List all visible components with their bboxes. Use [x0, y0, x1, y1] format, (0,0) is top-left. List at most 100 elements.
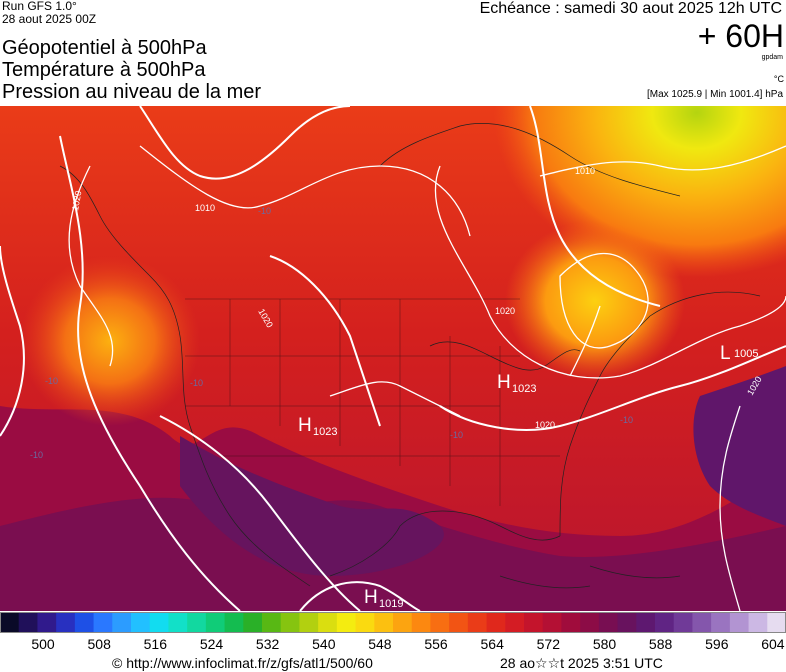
forecast-map: H 1023 H 1023 H 1019 L 1005 1010 1010 10…: [0, 106, 786, 611]
color-scale-swatch: [561, 612, 581, 633]
color-scale-tick-label: 596: [705, 636, 729, 652]
color-scale-swatch: [542, 612, 562, 633]
svg-text:1020: 1020: [535, 420, 555, 430]
coastlines: [59, 123, 761, 589]
forecast-lead-time: + 60H: [697, 18, 784, 54]
color-scale-swatch: [205, 612, 226, 633]
svg-text:-10: -10: [190, 378, 203, 388]
color-scale-swatch: [56, 612, 76, 633]
svg-text:1005: 1005: [734, 348, 758, 360]
color-scale-tick-label: 524: [199, 636, 224, 652]
source-credit: © http://www.infoclimat.fr/z/gfs/atl1/50…: [112, 655, 373, 671]
svg-text:1020: 1020: [70, 190, 83, 211]
color-scale-tick-label: 588: [648, 636, 673, 652]
temperature-field-deep-south: [180, 436, 444, 576]
color-scale-tick-label: 564: [480, 636, 504, 652]
color-scale-swatch: [580, 612, 600, 633]
color-scale-swatch: [187, 612, 207, 633]
color-scale-swatch: [393, 612, 413, 633]
color-scale-swatch: [636, 612, 656, 633]
color-scale-swatch: [224, 612, 244, 633]
svg-text:H: H: [364, 587, 378, 608]
color-scale-swatch: [729, 612, 750, 633]
warm-pool-pacific: [20, 256, 200, 426]
pressure-extremes: [Max 1025.9 | Min 1001.4] hPa: [646, 89, 783, 100]
color-scale-swatch: [374, 612, 394, 633]
svg-text:-10: -10: [620, 415, 633, 425]
color-scale-tick-label: 516: [143, 636, 167, 652]
color-scale-swatch: [767, 612, 786, 633]
color-scale-swatch: [37, 612, 57, 633]
color-scale-swatch: [748, 612, 768, 633]
color-scale-swatch: [355, 612, 375, 633]
color-scale-swatch: [486, 612, 506, 633]
svg-text:1023: 1023: [512, 383, 536, 395]
color-scale-swatch: [280, 612, 300, 633]
color-scale-swatch: [449, 612, 469, 633]
color-scale-swatch: [692, 612, 712, 633]
color-scale-swatch: [243, 612, 263, 633]
color-scale-swatch: [112, 612, 132, 633]
color-scale-tick-label: 532: [255, 636, 280, 652]
color-scale-tick-label: 548: [368, 636, 392, 652]
color-scale-swatch: [505, 612, 525, 633]
isobar-labels: 1010 1010 1020 1020 1020 1020 1020: [70, 166, 764, 430]
color-scale-tick-label: 540: [312, 636, 336, 652]
color-scale-bar: [0, 612, 786, 633]
color-scale-swatch: [0, 612, 20, 633]
color-scale-tick-label: 572: [536, 636, 560, 652]
color-scale-swatch: [617, 612, 637, 633]
pressure-center-low-atlantic: L 1005: [720, 343, 758, 364]
color-scale-swatch: [18, 612, 38, 633]
pressure-center-high-great-lakes: H 1023: [497, 372, 536, 395]
color-scale-swatch: [74, 612, 95, 633]
color-scale-swatch: [131, 612, 151, 633]
forecast-valid-time: Echéance : samedi 30 aout 2025 12h UTC: [479, 0, 782, 17]
geopotential-unit: gpdam: [761, 54, 783, 61]
color-scale-swatch: [318, 612, 338, 633]
run-label: Run GFS 1.0°: [2, 0, 77, 13]
color-scale-swatch: [524, 612, 544, 633]
isobars: [68, 145, 786, 611]
map-title-pressure: Pression au niveau de la mer: [2, 81, 262, 103]
color-scale-tick-label: 500: [31, 636, 55, 652]
color-scale-swatch: [299, 612, 319, 633]
generation-time: 28 ao☆☆t 2025 3:51 UTC: [500, 655, 663, 671]
map-title-geopotential: Géopotentiel à 500hPa: [2, 37, 207, 59]
color-scale-swatch: [149, 612, 169, 633]
pressure-center-high-gulf: H 1019: [364, 587, 403, 610]
map-title-temperature: Température à 500hPa: [2, 59, 206, 81]
color-scale-swatch: [411, 612, 431, 633]
color-scale-swatch: [336, 612, 357, 633]
svg-text:1019: 1019: [379, 598, 403, 610]
svg-text:-10: -10: [45, 376, 58, 386]
svg-text:1023: 1023: [313, 426, 337, 438]
color-scale-tick-label: 556: [424, 636, 448, 652]
color-scale-swatch: [430, 612, 450, 633]
state-borders: [185, 298, 560, 506]
pressure-center-high-west: H 1023: [298, 415, 337, 438]
svg-text:-10: -10: [30, 450, 43, 460]
color-scale-swatch: [711, 612, 731, 633]
color-scale-tick-label: 508: [87, 636, 111, 652]
svg-text:-10: -10: [258, 206, 271, 216]
color-scale-swatch: [93, 612, 113, 633]
color-scale-swatch: [467, 612, 488, 633]
temperature-labels: -10 -10 -10 -10 -10 -10: [30, 206, 633, 460]
color-scale-tick-label: 604: [761, 636, 785, 652]
run-date: 28 aout 2025 00Z: [2, 12, 97, 26]
color-scale-swatch: [598, 612, 619, 633]
svg-text:-10: -10: [450, 430, 463, 440]
svg-text:1010: 1010: [575, 166, 595, 176]
svg-text:H: H: [497, 372, 511, 393]
svg-text:1020: 1020: [495, 306, 515, 316]
pressure-centers: H 1023 H 1023 H 1019 L 1005: [298, 343, 758, 610]
svg-text:L: L: [720, 343, 731, 364]
color-scale-ticks: 500 508 516 524 532 540 548 556 564 572 580 588 596 6…: [0, 634, 786, 654]
warm-pool-great-lakes: [505, 221, 685, 381]
temperature-unit: °C: [773, 74, 784, 84]
svg-text:1010: 1010: [195, 203, 215, 213]
svg-text:H: H: [298, 415, 312, 436]
geopotential-contours: [0, 106, 786, 611]
color-scale-swatch: [655, 612, 675, 633]
